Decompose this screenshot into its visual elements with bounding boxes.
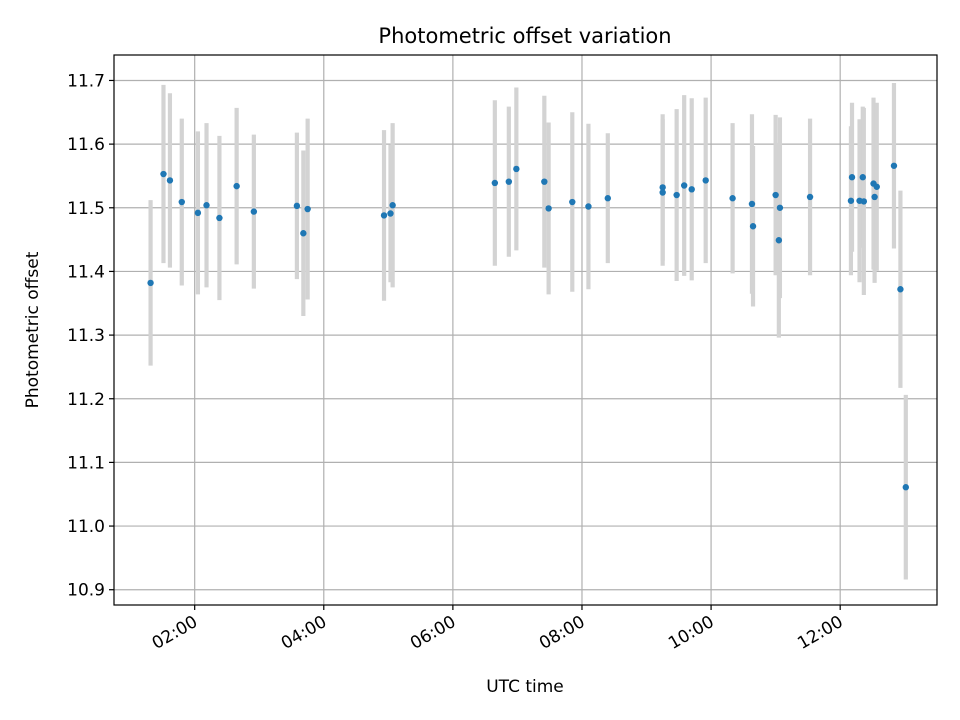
- y-tick-label: 11.7: [67, 71, 105, 91]
- data-point: [848, 174, 856, 181]
- data-point: [541, 178, 548, 185]
- data-point: [688, 186, 695, 193]
- data-point: [389, 202, 396, 209]
- grid: [114, 55, 937, 605]
- data-point: [304, 205, 311, 213]
- data-point: [160, 170, 167, 178]
- y-tick-label: 11.1: [67, 453, 105, 473]
- data-point: [216, 214, 223, 222]
- data-point: [250, 208, 258, 215]
- data-point: [569, 198, 576, 206]
- data-point: [659, 189, 666, 196]
- data-point: [203, 202, 210, 209]
- data-point: [897, 286, 904, 293]
- data-point: [873, 183, 880, 190]
- data-point: [749, 223, 757, 230]
- data-point: [775, 237, 783, 244]
- data-point: [890, 162, 898, 169]
- data-point: [491, 179, 499, 187]
- y-tick-label: 11.2: [67, 390, 105, 410]
- data-point: [806, 193, 814, 201]
- data-point: [545, 205, 552, 212]
- data-point: [178, 198, 185, 206]
- data-point: [300, 230, 307, 237]
- data-point: [702, 177, 709, 184]
- data-point: [748, 200, 756, 208]
- data-point: [776, 204, 784, 211]
- data-point: [513, 165, 520, 173]
- data-point: [585, 203, 592, 210]
- data-point: [659, 184, 666, 191]
- data-point: [147, 279, 154, 287]
- data-point: [194, 209, 202, 217]
- x-axis-title: UTC time: [486, 677, 564, 697]
- data-point: [387, 210, 394, 217]
- data-point: [859, 174, 866, 181]
- data-point: [860, 198, 868, 205]
- data-points: [147, 162, 910, 491]
- y-tick-label: 10.9: [67, 581, 105, 601]
- data-point: [380, 212, 388, 219]
- y-tick-label: 11.0: [67, 517, 105, 537]
- data-point: [673, 191, 680, 199]
- data-point: [729, 195, 736, 202]
- data-point: [604, 195, 611, 202]
- chart-title: Photometric offset variation: [378, 24, 671, 48]
- data-point: [293, 202, 301, 210]
- data-point: [680, 182, 688, 189]
- data-point: [166, 177, 174, 184]
- y-tick-label: 11.3: [67, 326, 105, 346]
- data-point: [772, 191, 779, 199]
- plot-frame: [113, 54, 938, 606]
- data-point: [847, 197, 855, 204]
- data-point: [505, 178, 513, 185]
- data-point: [871, 193, 878, 201]
- y-tick-label: 11.6: [67, 135, 105, 155]
- data-point: [902, 484, 910, 491]
- y-axis: 10.9 11.0 11.1 11.2 11.3 11.4 11.5 11.6 11.7: [67, 71, 114, 601]
- y-axis-title: Photometric offset: [23, 251, 43, 408]
- data-point: [233, 182, 240, 190]
- y-tick-label: 11.5: [67, 199, 105, 219]
- y-tick-label: 11.4: [67, 262, 105, 282]
